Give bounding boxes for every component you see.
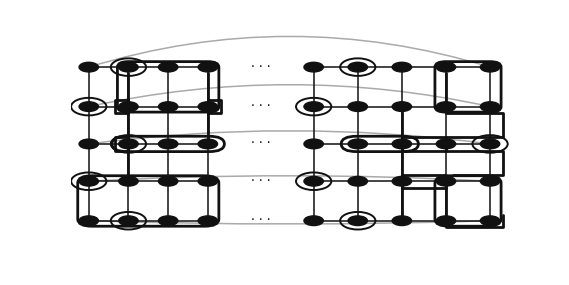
Circle shape bbox=[436, 62, 456, 72]
Circle shape bbox=[436, 176, 456, 186]
Circle shape bbox=[79, 62, 98, 72]
Circle shape bbox=[480, 216, 500, 225]
Circle shape bbox=[348, 62, 368, 72]
Circle shape bbox=[392, 176, 411, 186]
Text: · · ·: · · · bbox=[251, 137, 270, 150]
Circle shape bbox=[198, 62, 217, 72]
Circle shape bbox=[79, 176, 98, 186]
Circle shape bbox=[198, 176, 217, 186]
Circle shape bbox=[304, 62, 323, 72]
Circle shape bbox=[158, 176, 178, 186]
Circle shape bbox=[304, 176, 323, 186]
Text: · · ·: · · · bbox=[251, 214, 270, 227]
Text: · · ·: · · · bbox=[251, 175, 270, 188]
Circle shape bbox=[436, 102, 456, 111]
Circle shape bbox=[392, 139, 411, 149]
Circle shape bbox=[158, 139, 178, 149]
Text: · · ·: · · · bbox=[251, 61, 270, 74]
Circle shape bbox=[119, 139, 138, 149]
Circle shape bbox=[392, 102, 411, 111]
Circle shape bbox=[480, 102, 500, 111]
Circle shape bbox=[304, 139, 323, 149]
Circle shape bbox=[79, 102, 98, 111]
Circle shape bbox=[79, 139, 98, 149]
Circle shape bbox=[392, 62, 411, 72]
Circle shape bbox=[436, 216, 456, 225]
Circle shape bbox=[119, 216, 138, 225]
Circle shape bbox=[480, 62, 500, 72]
Text: · · ·: · · · bbox=[251, 100, 270, 113]
Circle shape bbox=[304, 216, 323, 225]
Circle shape bbox=[436, 139, 456, 149]
Circle shape bbox=[158, 62, 178, 72]
Circle shape bbox=[119, 176, 138, 186]
Circle shape bbox=[158, 216, 178, 225]
Circle shape bbox=[119, 102, 138, 111]
Circle shape bbox=[198, 216, 217, 225]
Circle shape bbox=[79, 216, 98, 225]
Circle shape bbox=[348, 216, 368, 225]
Circle shape bbox=[348, 102, 368, 111]
Circle shape bbox=[198, 139, 217, 149]
Circle shape bbox=[392, 216, 411, 225]
Circle shape bbox=[119, 62, 138, 72]
Circle shape bbox=[348, 139, 368, 149]
Circle shape bbox=[158, 102, 178, 111]
Circle shape bbox=[480, 176, 500, 186]
Circle shape bbox=[304, 102, 323, 111]
Circle shape bbox=[348, 176, 368, 186]
Circle shape bbox=[198, 102, 217, 111]
Circle shape bbox=[480, 139, 500, 149]
